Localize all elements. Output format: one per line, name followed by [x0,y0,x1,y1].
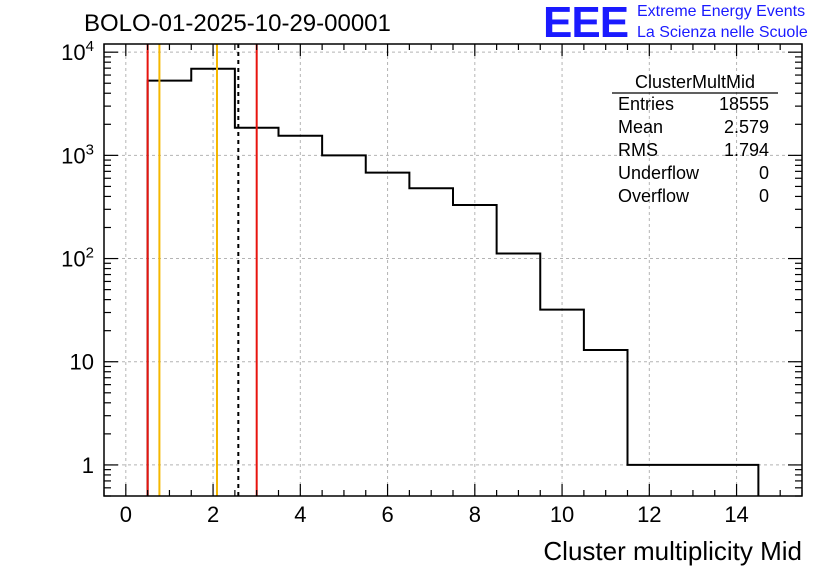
histogram-bin [584,350,628,496]
y-tick-label: 103 [61,141,94,168]
stats-value: 0 [759,163,769,183]
logo-text-line1: Extreme Energy Events [637,3,806,20]
y-tick-label: 104 [61,38,94,65]
x-tick-label: 12 [637,502,661,527]
x-tick-label: 4 [294,502,306,527]
histogram-bin [191,69,235,496]
x-tick-label: 2 [207,502,219,527]
stats-label: Mean [618,117,663,137]
stats-label: RMS [618,140,658,160]
x-tick-label: 10 [550,502,574,527]
stats-label: Overflow [618,186,690,206]
stats-value: 2.579 [724,117,769,137]
grid [104,44,802,496]
chart-title: BOLO-01-2025-10-29-00001 [84,10,391,37]
x-tick-label: 14 [724,502,748,527]
eee-logo: EEE [543,0,629,47]
histogram-bin [279,136,323,496]
x-tick-label: 8 [469,502,481,527]
stats-label: Underflow [618,163,700,183]
logo-text-line2: La Scienza nelle Scuole [637,24,808,41]
x-axis-label: Cluster multiplicity Mid [543,536,802,566]
x-tick-label: 6 [381,502,393,527]
y-tick-label: 1 [82,453,94,478]
stats-value: 18555 [719,94,769,114]
histogram-bin [453,205,497,496]
marker-lines [146,44,258,496]
stats-value: 0 [759,186,769,206]
histogram-bin [497,253,541,496]
y-tick-label: 102 [61,245,94,272]
stats-value: 1.794 [724,140,769,160]
stats-title: ClusterMultMid [635,72,755,92]
histogram-bin [409,188,453,496]
histogram-bin [148,81,192,496]
stats-label: Entries [618,94,674,114]
axis-ticks [103,44,803,497]
histogram-bin [322,155,366,496]
histogram-bin [540,310,584,496]
histogram-bin [366,173,410,496]
histogram-outline [146,67,760,496]
y-tick-label: 10 [70,350,94,375]
histogram-series [146,67,760,496]
x-tick-label: 0 [120,502,132,527]
